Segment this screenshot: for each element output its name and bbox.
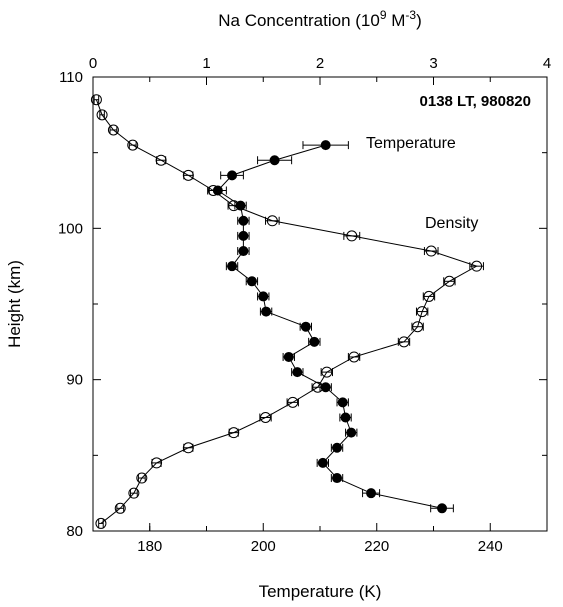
temperature-point <box>283 351 294 362</box>
x-top-unit-exp: -3 <box>405 8 416 22</box>
x-top-tick-label: 0 <box>89 55 97 72</box>
series-label-temperature: Temperature <box>366 135 456 152</box>
x-bottom-tick-label: 240 <box>478 538 503 555</box>
y-tick-label: 80 <box>66 523 83 540</box>
temperature-point <box>261 306 272 317</box>
density-point <box>266 215 278 227</box>
density-point <box>412 321 424 333</box>
density-point <box>260 412 272 423</box>
density-point <box>182 442 194 454</box>
density-point <box>96 109 108 121</box>
density-point <box>95 517 107 529</box>
density-point <box>207 185 219 196</box>
x-top-tick-label: 2 <box>316 55 324 72</box>
temperature-point <box>320 140 331 151</box>
density-point <box>90 94 102 106</box>
temperature-point <box>317 457 328 468</box>
temperature-point <box>238 230 249 241</box>
density-point <box>107 124 119 136</box>
density-point <box>287 396 299 408</box>
temperature-point <box>227 170 238 181</box>
y-tick-label: 100 <box>58 220 83 237</box>
temperature-point <box>227 261 238 272</box>
density-point <box>228 427 240 439</box>
x-top-axis-label: Na Concentration (109 M-3) <box>218 8 422 30</box>
y-axis-label: Height (km) <box>5 260 24 348</box>
temperature-point <box>292 367 303 378</box>
x-bottom-tick-label: 180 <box>137 538 162 555</box>
temperature-point <box>309 336 320 347</box>
x-bottom-tick-label: 220 <box>364 538 389 555</box>
density-point <box>321 366 333 378</box>
temperature-point <box>437 503 448 514</box>
density-point <box>398 336 410 348</box>
temperature-point <box>346 427 357 438</box>
axis-tick-labels: 80 90 100 110 180 200 220 240 0 1 2 3 4 <box>58 55 551 555</box>
density-point <box>127 139 139 151</box>
temperature-point <box>238 215 249 226</box>
density-point <box>346 230 358 242</box>
y-tick-label: 110 <box>59 69 83 86</box>
temperature-point <box>246 276 257 287</box>
x-bottom-axis-label: Temperature (K) <box>259 582 382 601</box>
density-point <box>151 457 163 469</box>
density-point <box>312 381 324 393</box>
density-point <box>348 351 360 363</box>
density-point <box>136 472 148 484</box>
density-point <box>155 154 167 166</box>
temperature-point <box>300 321 311 332</box>
annotation-date-label: 0138 LT, 980820 <box>420 93 531 110</box>
density-point <box>416 306 428 318</box>
axis-ticks <box>92 76 548 532</box>
density-point <box>182 169 194 181</box>
x-top-tick-label: 1 <box>202 55 210 72</box>
temperature-point <box>269 155 280 166</box>
density-point <box>471 260 483 272</box>
density-point <box>425 245 437 257</box>
temperature-point <box>258 291 269 302</box>
series-label-density: Density <box>425 215 478 232</box>
density-point <box>128 487 140 499</box>
temperature-point <box>366 488 377 499</box>
density-point <box>443 275 455 287</box>
density-point <box>114 502 126 514</box>
density-point <box>423 290 435 302</box>
y-tick-label: 90 <box>66 372 83 389</box>
temperature-series-line <box>217 144 443 509</box>
series-layer <box>90 94 484 529</box>
temperature-point <box>340 412 351 423</box>
x-top-exp: 9 <box>380 8 387 22</box>
x-top-tick-label: 4 <box>543 55 551 72</box>
temperature-point <box>332 442 343 453</box>
density-point <box>228 200 240 212</box>
temperature-point <box>238 246 249 257</box>
temperature-point <box>337 397 348 408</box>
temperature-point <box>332 473 343 484</box>
x-top-tick-label: 3 <box>429 55 437 72</box>
x-bottom-tick-label: 200 <box>251 538 276 555</box>
